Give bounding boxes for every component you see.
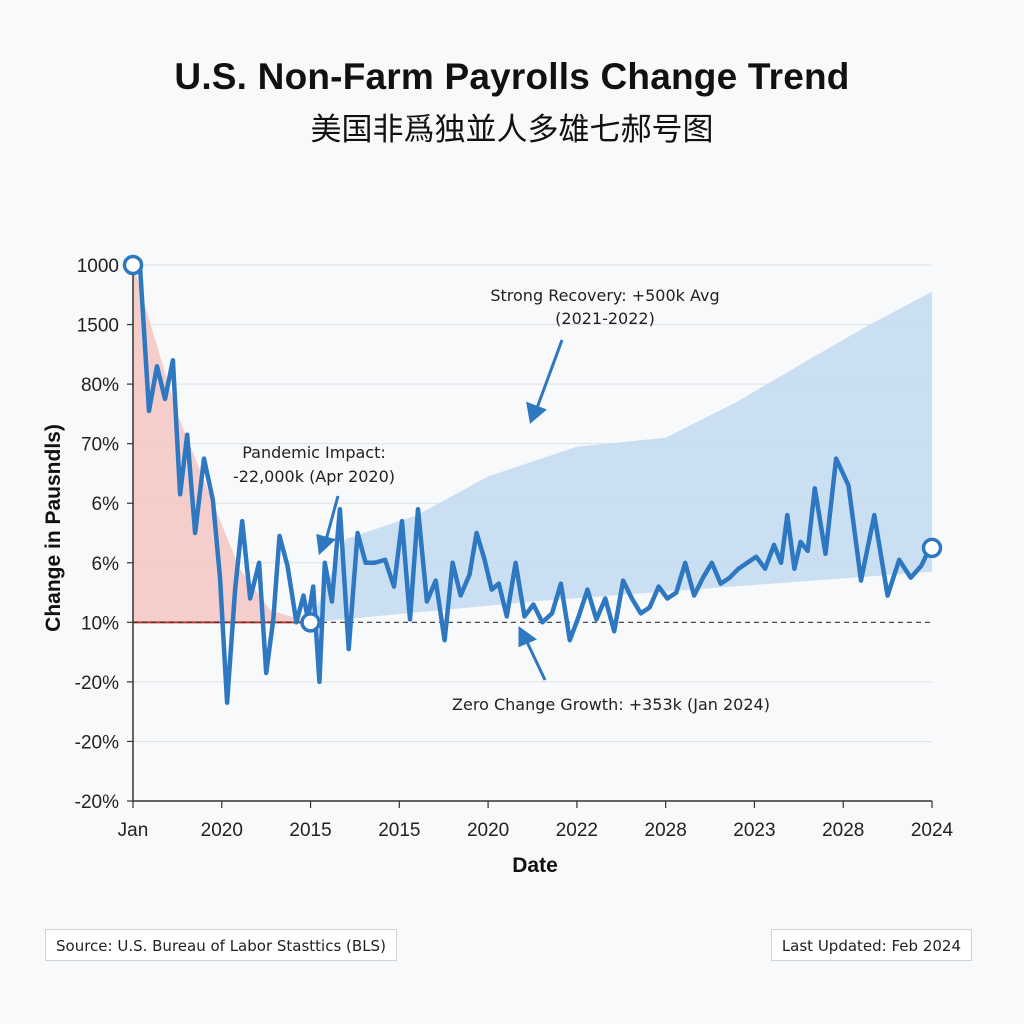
series-point-marker bbox=[300, 612, 321, 633]
y-tick-label: -20% bbox=[75, 732, 119, 753]
y-tick-label: 80% bbox=[81, 375, 119, 396]
source-note: Source: U.S. Bureau of Labor Stasttics (… bbox=[45, 929, 397, 961]
y-tick-labels: 1000 1500 80% 70% 6% 6% 10% -20% -20% -20% bbox=[75, 256, 133, 813]
pandemic-annotation-line2: -22,000k (Apr 2020) bbox=[233, 467, 395, 486]
pandemic-annotation-line1: Pandemic Impact: bbox=[242, 443, 386, 462]
y-tick-label: 1000 bbox=[77, 256, 119, 277]
x-tick-label: 2028 bbox=[822, 820, 864, 841]
x-tick-label: 2028 bbox=[645, 820, 687, 841]
y-tick-label: 1500 bbox=[77, 316, 119, 337]
pandemic-arrowhead bbox=[316, 533, 337, 556]
pandemic-arrow bbox=[324, 495, 340, 541]
x-tick-label: 2022 bbox=[556, 820, 598, 841]
page-subtitle: 美国非爲独並人多雄七郝号图 bbox=[310, 112, 714, 148]
series-markers bbox=[122, 254, 943, 633]
recovery-annotation-line2: (2021-2022) bbox=[555, 309, 655, 328]
x-tick-label: 2015 bbox=[378, 820, 420, 841]
series-lines bbox=[130, 262, 935, 705]
y-tick-label: -20% bbox=[75, 673, 119, 694]
x-tick-label: Jan bbox=[118, 820, 149, 841]
zero-change-arrowhead bbox=[518, 626, 538, 648]
y-tick-label: 6% bbox=[92, 494, 120, 515]
x-axis-title: Date bbox=[512, 854, 558, 877]
page-title: U.S. Non-Farm Payrolls Change Trend bbox=[174, 56, 850, 97]
x-tick-label: 2020 bbox=[467, 820, 509, 841]
last-updated-note: Last Updated: Feb 2024 bbox=[770, 929, 972, 961]
annotation-arrows bbox=[316, 339, 564, 681]
y-tick-label: 6% bbox=[92, 554, 120, 575]
x-tick-label: 2015 bbox=[289, 820, 331, 841]
zero-change-annotation: Zero Change Growth: +353k (Jan 2024) bbox=[452, 695, 770, 714]
y-tick-label: 70% bbox=[81, 435, 119, 456]
zero-change-arrow bbox=[525, 641, 547, 681]
negative-area-fill bbox=[133, 265, 311, 623]
x-tick-label: 2020 bbox=[201, 820, 243, 841]
recovery-annotation-line1: Strong Recovery: +500k Avg bbox=[490, 286, 719, 305]
axes bbox=[132, 265, 932, 802]
recovery-arrow bbox=[535, 339, 564, 409]
y-tick-label: -20% bbox=[75, 792, 119, 813]
y-tick-label: 10% bbox=[81, 613, 119, 634]
y-axis-title: Change in Pausndls) bbox=[42, 424, 65, 632]
x-tick-label: 2023 bbox=[733, 820, 775, 841]
positive-area-fill bbox=[310, 291, 932, 623]
series-point-marker bbox=[921, 537, 943, 559]
series-line bbox=[130, 262, 935, 705]
series-point-marker bbox=[122, 254, 144, 276]
x-tick-label: 2024 bbox=[911, 820, 954, 841]
recovery-arrowhead bbox=[526, 401, 547, 424]
x-tick-labels: Jan 2020 2015 2015 2020 2022 2028 2023 2028 2024 bbox=[118, 801, 954, 841]
